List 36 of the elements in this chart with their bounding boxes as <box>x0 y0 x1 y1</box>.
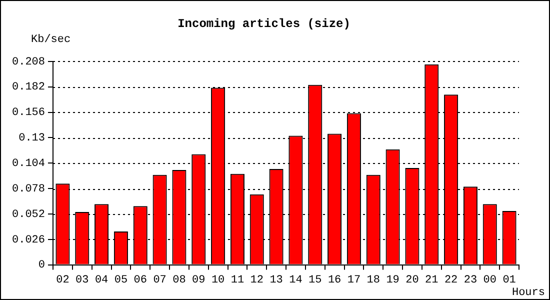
x-tick-label: 23 <box>464 274 478 286</box>
x-tick-label: 21 <box>425 274 439 286</box>
x-tick-label: 16 <box>328 274 342 286</box>
x-tick-label: 19 <box>386 274 400 286</box>
x-tick-label: 15 <box>308 274 322 286</box>
x-tick-label: 12 <box>250 274 264 286</box>
x-tick-label: 11 <box>230 274 244 286</box>
x-tick-label: 07 <box>153 274 166 286</box>
x-tick-label: 08 <box>172 274 186 286</box>
y-tick-label: 0.182 <box>12 82 46 94</box>
y-tick-label: 0.104 <box>12 158 46 170</box>
x-tick-label: 03 <box>76 274 89 286</box>
y-tick-label: 0.052 <box>12 208 46 221</box>
x-tick-label: 09 <box>192 274 206 286</box>
x-tick-label: 05 <box>114 274 128 286</box>
x-tick-label: 20 <box>406 274 419 286</box>
x-tick-label: 04 <box>94 274 109 286</box>
x-tick-label: 00 <box>483 274 496 286</box>
x-tick-label: 13 <box>270 274 283 286</box>
y-tick-label: 0.208 <box>12 56 46 68</box>
x-tick-label: 02 <box>56 274 70 286</box>
y-tick-label: 0.13 <box>18 132 46 145</box>
y-tick-label: 0.078 <box>12 183 46 196</box>
y-tick-label: 0.026 <box>12 234 46 246</box>
y-axis-title: Kb/sec <box>31 34 71 46</box>
x-tick-label: 18 <box>366 274 380 286</box>
x-tick-label: 14 <box>289 274 303 286</box>
x-tick-label: 01 <box>502 274 516 286</box>
x-tick-label: 06 <box>134 274 147 286</box>
chart-title: Incoming articles (size) <box>178 17 350 32</box>
y-tick-label: 0 <box>38 260 46 272</box>
x-tick-label: 17 <box>347 274 361 286</box>
x-tick-label: 22 <box>444 274 458 286</box>
x-axis-title: Hours <box>512 286 545 299</box>
x-tick-label: 10 <box>211 274 225 286</box>
y-tick-label: 0.156 <box>12 107 46 120</box>
